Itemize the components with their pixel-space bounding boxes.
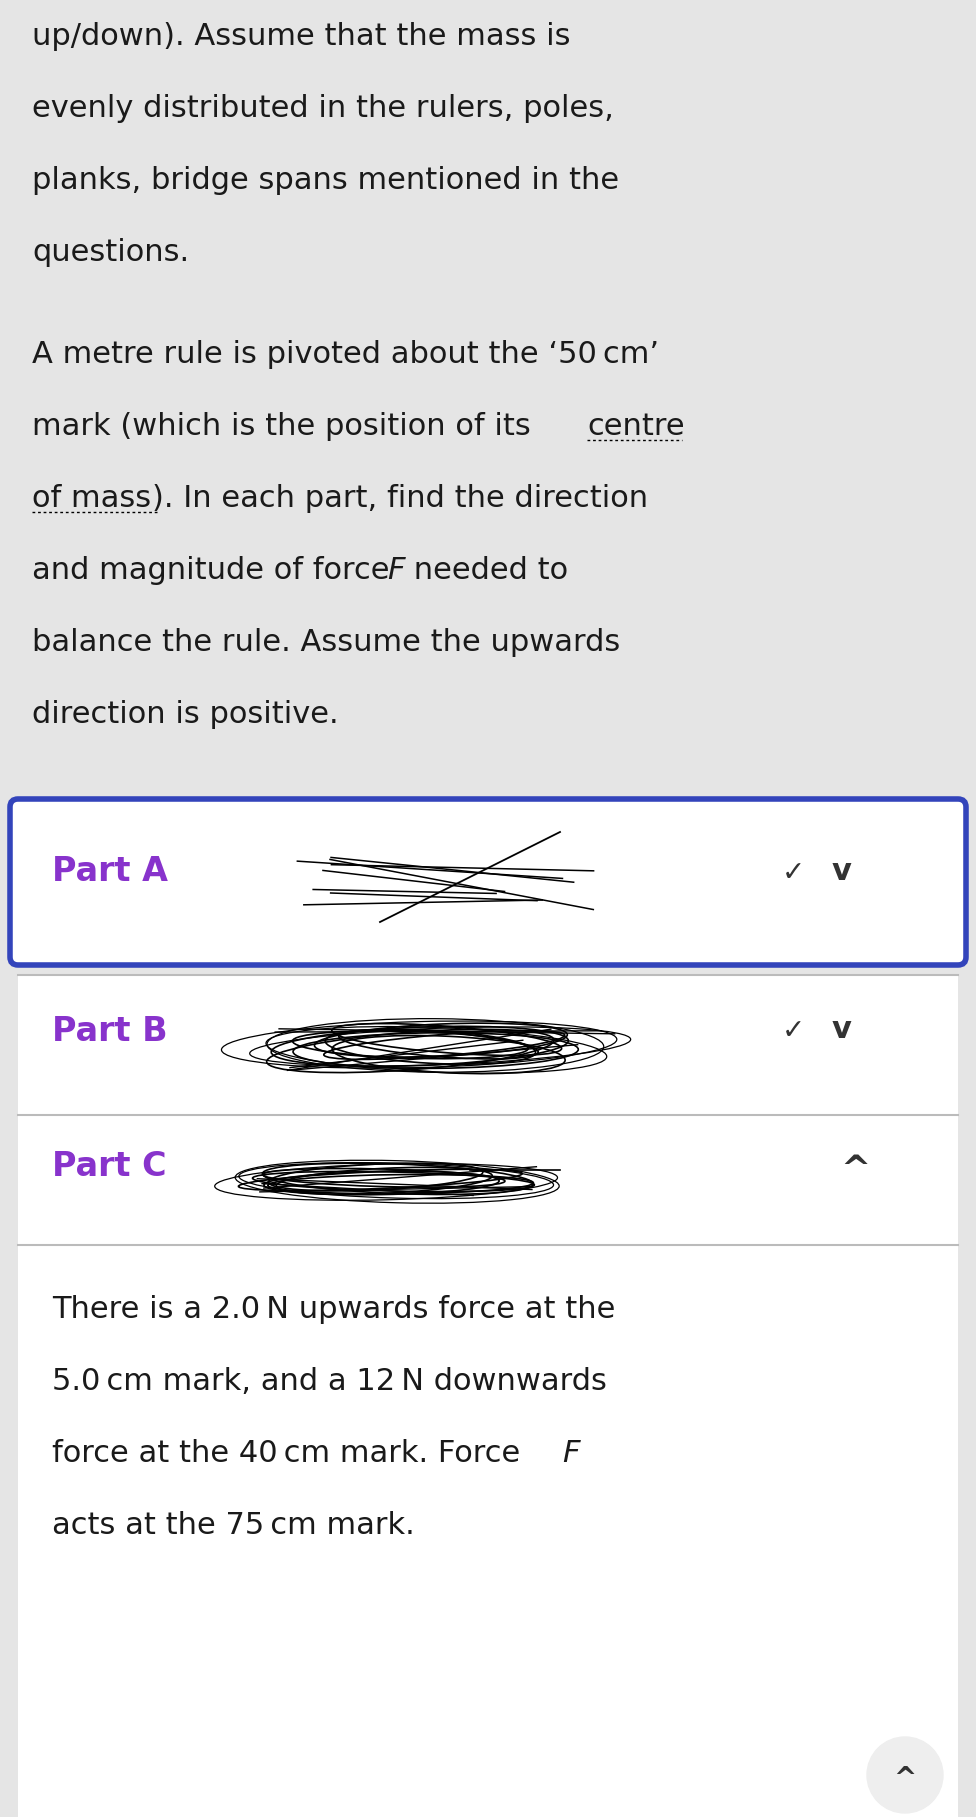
FancyBboxPatch shape xyxy=(18,1116,958,1245)
Text: mark (which is the position of its: mark (which is the position of its xyxy=(32,412,541,442)
Text: v: v xyxy=(832,858,852,887)
Text: of mass: of mass xyxy=(32,483,151,512)
Text: F: F xyxy=(562,1439,580,1468)
Text: force at the 40 cm mark. Force: force at the 40 cm mark. Force xyxy=(52,1439,530,1468)
Text: Part B: Part B xyxy=(52,1016,168,1048)
Text: needed to: needed to xyxy=(404,556,568,585)
Text: 5.0 cm mark, and a 12 N downwards: 5.0 cm mark, and a 12 N downwards xyxy=(52,1366,607,1395)
Text: acts at the 75 cm mark.: acts at the 75 cm mark. xyxy=(52,1512,415,1541)
Text: direction is positive.: direction is positive. xyxy=(32,700,339,729)
Text: F: F xyxy=(387,556,404,585)
Circle shape xyxy=(867,1737,943,1813)
Text: up/down). Assume that the mass is: up/down). Assume that the mass is xyxy=(32,22,571,51)
Text: There is a 2.0 N upwards force at the: There is a 2.0 N upwards force at the xyxy=(52,1296,616,1325)
FancyBboxPatch shape xyxy=(10,799,966,965)
Text: ). In each part, find the direction: ). In each part, find the direction xyxy=(152,483,648,512)
Text: evenly distributed in the rulers, poles,: evenly distributed in the rulers, poles, xyxy=(32,94,614,124)
Text: ^: ^ xyxy=(893,1764,916,1793)
Text: Part C: Part C xyxy=(52,1150,167,1183)
Text: v: v xyxy=(832,1016,852,1045)
Text: A metre rule is pivoted about the ‘50 cm’: A metre rule is pivoted about the ‘50 cm… xyxy=(32,340,659,369)
FancyBboxPatch shape xyxy=(18,1245,958,1817)
Text: questions.: questions. xyxy=(32,238,189,267)
Text: centre: centre xyxy=(587,412,684,442)
Text: ^: ^ xyxy=(840,1154,871,1187)
Text: planks, bridge spans mentioned in the: planks, bridge spans mentioned in the xyxy=(32,165,619,194)
Text: balance the rule. Assume the upwards: balance the rule. Assume the upwards xyxy=(32,629,621,658)
FancyBboxPatch shape xyxy=(18,976,958,1116)
Text: and magnitude of force: and magnitude of force xyxy=(32,556,399,585)
Text: ✓: ✓ xyxy=(782,859,805,887)
Text: ✓: ✓ xyxy=(782,1018,805,1045)
Text: Part A: Part A xyxy=(52,856,168,889)
